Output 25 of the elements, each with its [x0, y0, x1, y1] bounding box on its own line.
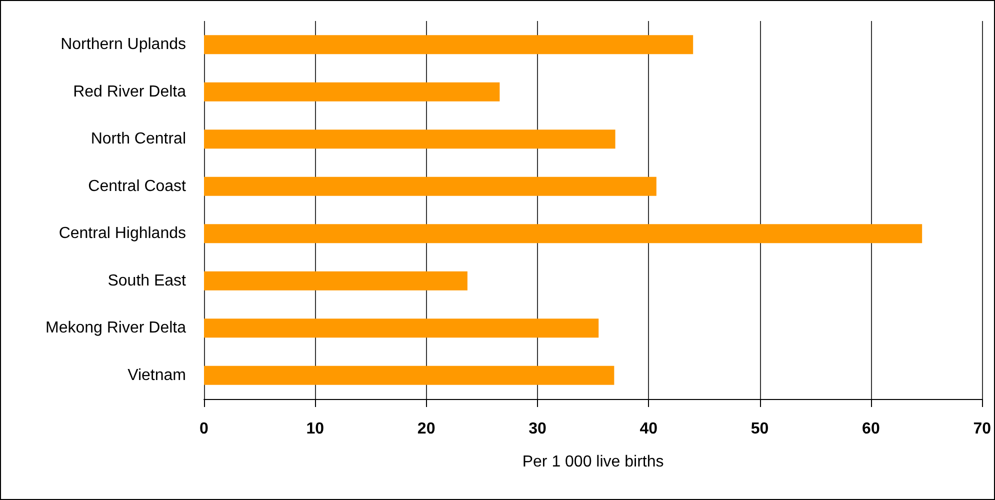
y-tick-label: North Central	[90, 130, 186, 148]
bar	[204, 224, 922, 244]
bar	[204, 318, 599, 338]
y-tick-label: South East	[108, 272, 187, 290]
x-tick-label: 30	[528, 420, 546, 438]
y-tick-label: Central Coast	[88, 178, 187, 195]
y-tick-label: Northern Uplands	[60, 36, 186, 54]
x-tick-label: 40	[640, 420, 658, 438]
x-tick-label: 60	[862, 420, 880, 438]
bar	[204, 366, 614, 385]
x-axis-title: Per 1 000 live births	[522, 454, 664, 470]
y-tick-label: Vietnam	[128, 366, 186, 384]
bar	[204, 130, 616, 149]
x-tick-label: 10	[306, 420, 324, 438]
x-tick-label: 0	[200, 420, 209, 438]
y-tick-label: Red River Delta	[73, 83, 186, 100]
y-tick-label: Mekong River Delta	[46, 320, 186, 337]
y-tick-label: Central Highlands	[58, 225, 186, 242]
bar	[204, 35, 694, 54]
x-tick-label: 50	[750, 420, 769, 438]
x-tick-label: 70	[973, 420, 992, 438]
bar	[204, 176, 656, 196]
bar	[204, 82, 500, 102]
bar	[204, 271, 468, 290]
x-tick-label: 20	[417, 420, 436, 438]
